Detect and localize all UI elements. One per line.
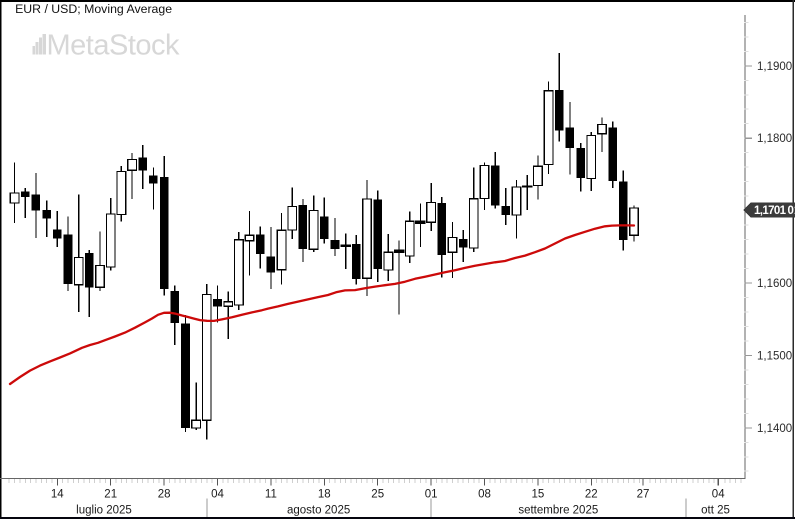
svg-text:luglio 2025: luglio 2025 (76, 505, 132, 517)
svg-text:04: 04 (211, 489, 224, 501)
svg-text:agosto 2025: agosto 2025 (287, 505, 350, 517)
svg-text:01: 01 (788, 205, 795, 217)
svg-text:EUR / USD; Moving Average: EUR / USD; Moving Average (15, 2, 172, 16)
svg-text:settembre 2025: settembre 2025 (518, 505, 598, 517)
svg-text:25: 25 (371, 489, 384, 501)
svg-text:1,1500: 1,1500 (757, 350, 792, 362)
svg-text:18: 18 (318, 489, 331, 501)
svg-text:MetaStock: MetaStock (47, 30, 181, 62)
svg-text:27: 27 (637, 489, 650, 501)
svg-text:15: 15 (532, 489, 545, 501)
svg-text:ott 25: ott 25 (701, 505, 730, 517)
svg-text:11: 11 (265, 489, 277, 501)
svg-text:1,1701: 1,1701 (754, 205, 787, 217)
svg-text:01: 01 (425, 489, 438, 501)
svg-text:1,1800: 1,1800 (757, 133, 792, 145)
svg-text:1,1600: 1,1600 (757, 278, 792, 290)
svg-text:28: 28 (158, 489, 171, 501)
svg-text:1,1900: 1,1900 (757, 61, 792, 73)
svg-text:21: 21 (104, 489, 117, 501)
svg-text:04: 04 (712, 489, 725, 501)
svg-text:08: 08 (478, 489, 491, 501)
svg-text:22: 22 (585, 489, 598, 501)
svg-text:1,1400: 1,1400 (757, 423, 792, 435)
svg-text:14: 14 (51, 489, 64, 501)
